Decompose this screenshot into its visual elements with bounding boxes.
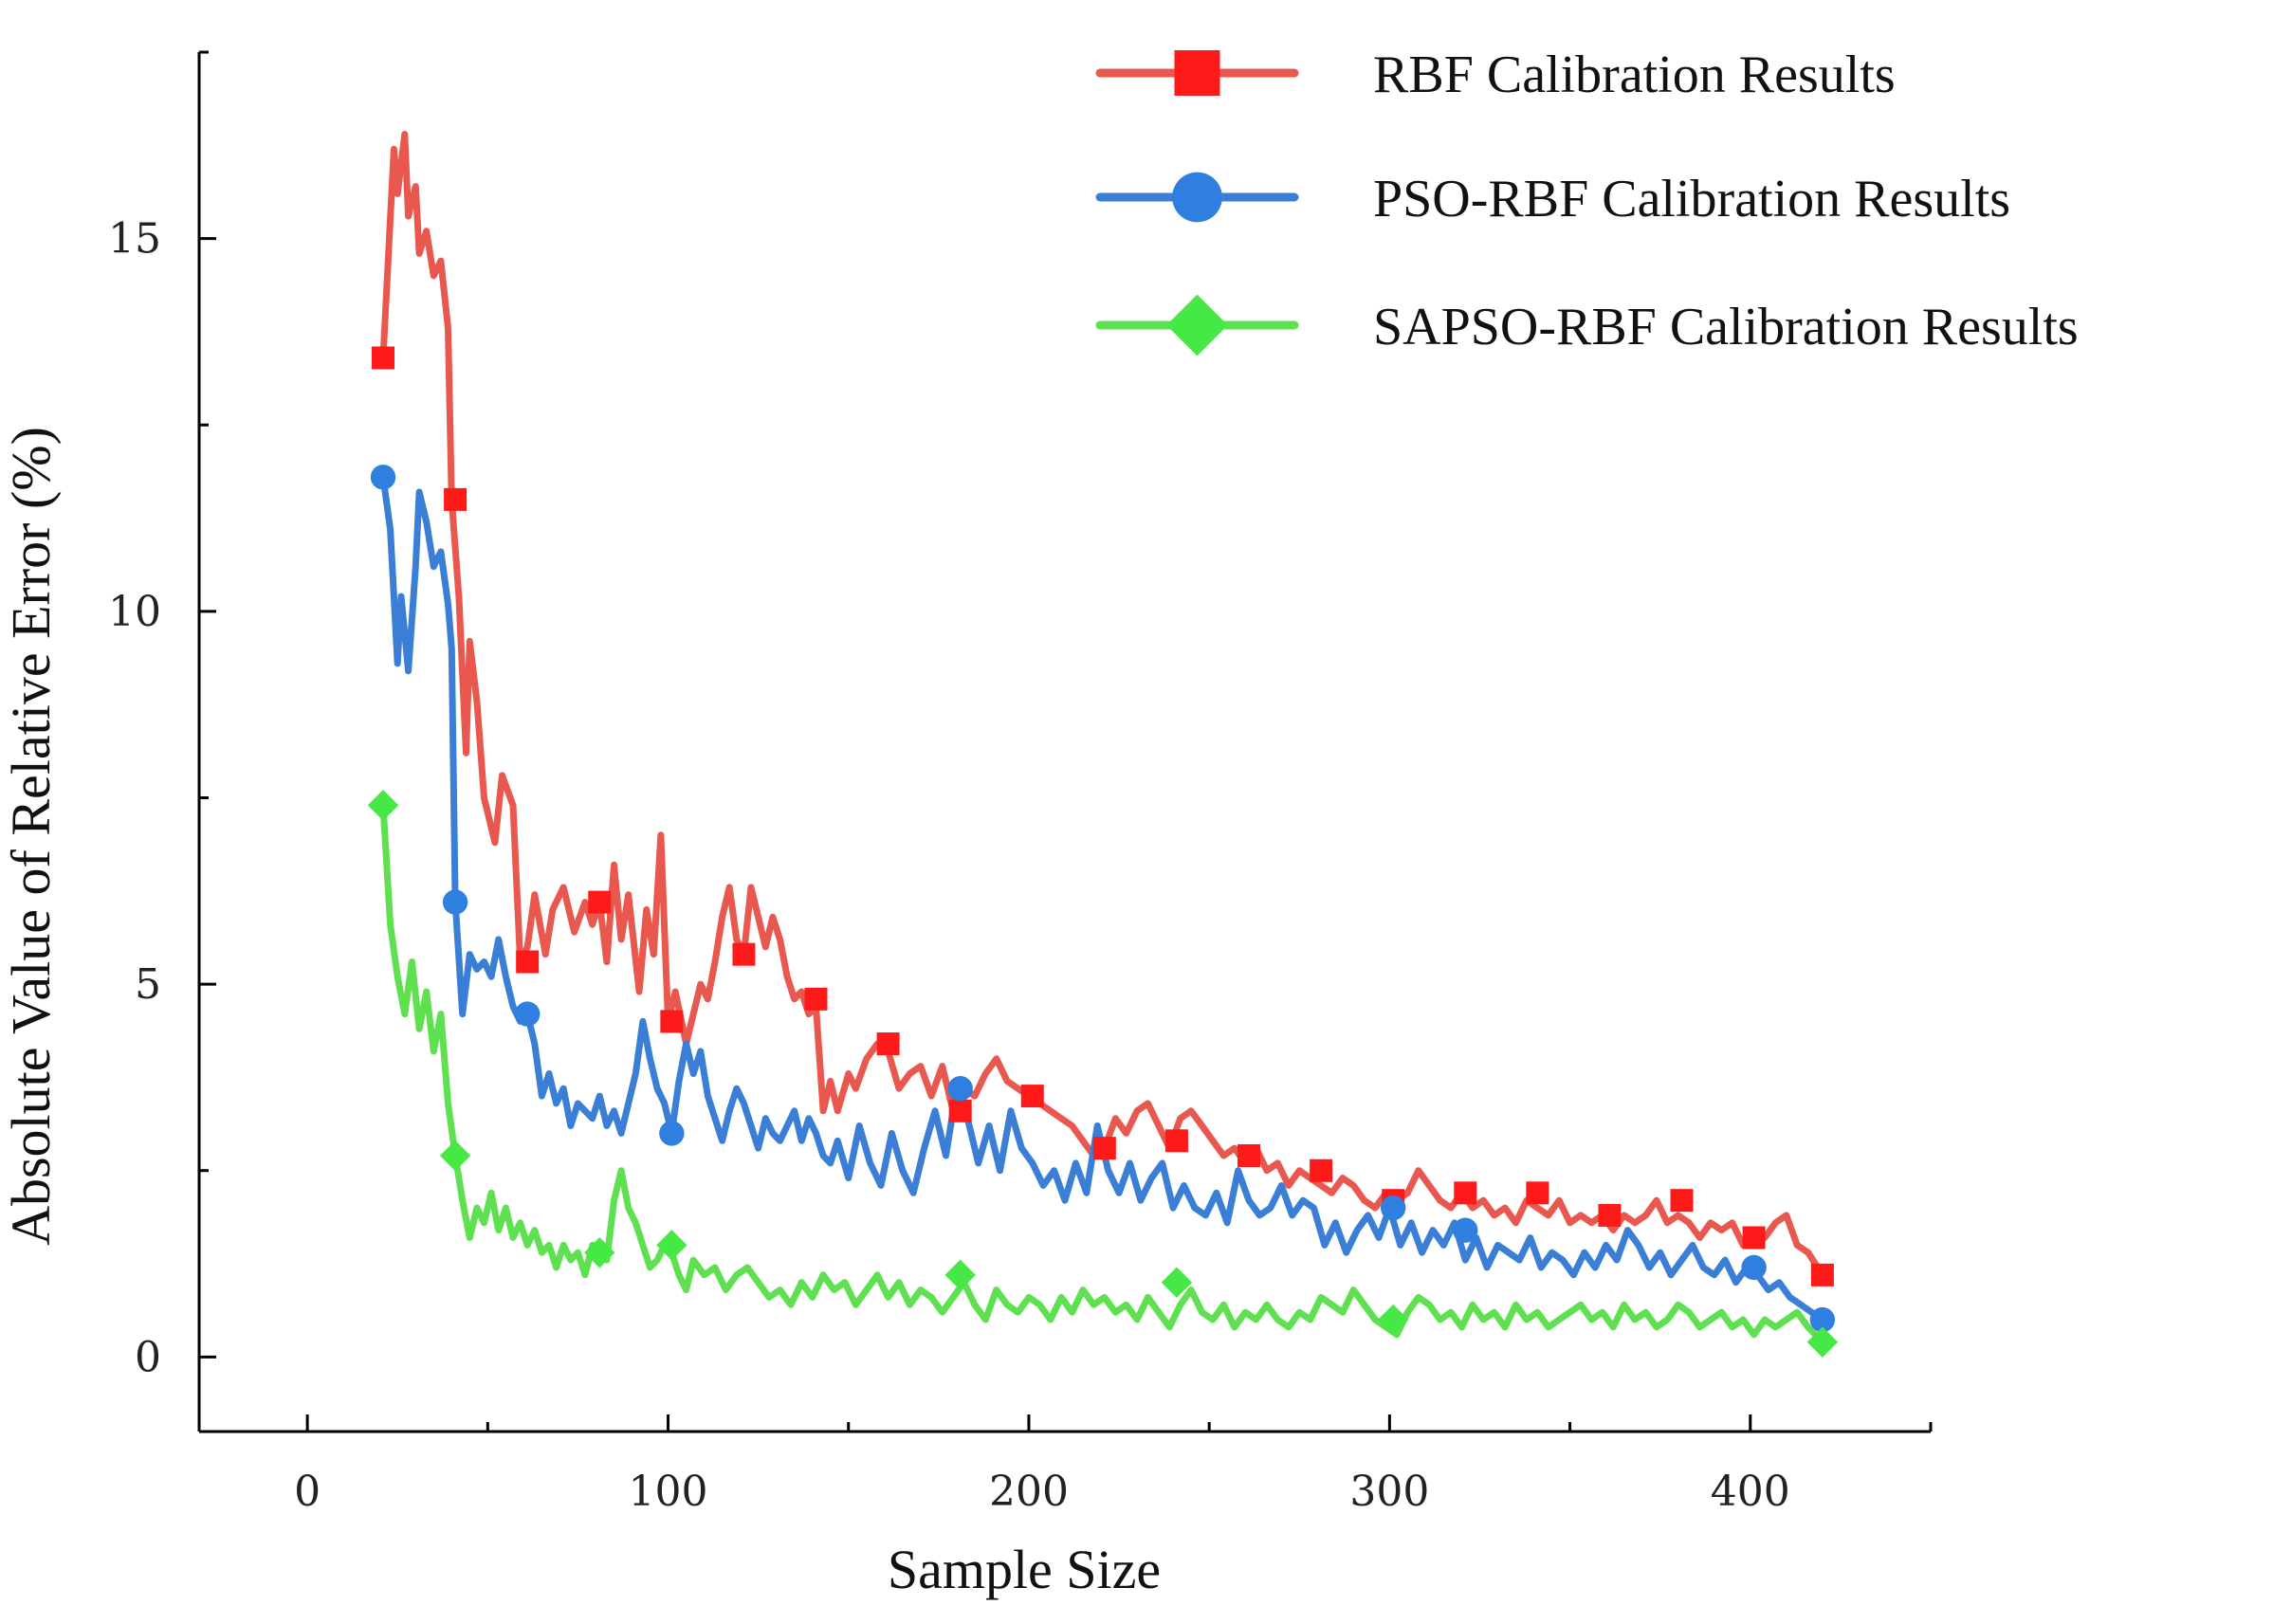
data-point: [659, 1121, 685, 1146]
data-point: [656, 1230, 687, 1261]
data-point: [1310, 1159, 1333, 1182]
data-point: [1526, 1181, 1549, 1205]
legend-marker: [1174, 50, 1220, 96]
data-point: [1741, 1254, 1767, 1281]
data-point: [514, 1001, 541, 1027]
legend-marker: [1172, 172, 1222, 223]
data-point: [516, 950, 540, 974]
series-line-rbf: [379, 131, 1826, 1279]
x-tick-label: 200: [989, 1468, 1069, 1516]
data-point: [944, 1259, 976, 1291]
data-point: [584, 1237, 615, 1268]
data-point: [1742, 1226, 1766, 1250]
legend-item: RBF Calibration Results: [1095, 46, 1896, 104]
data-point: [660, 1010, 684, 1033]
y-tick-label: 10: [108, 588, 161, 636]
x-axis-title: Sample Size: [888, 1539, 1161, 1600]
plot-area: [367, 131, 1839, 1358]
data-point: [1670, 1189, 1694, 1213]
y-tick-label: 5: [135, 960, 161, 1009]
legend-item: SAPSO-RBF Calibration Results: [1095, 294, 2079, 356]
data-point: [948, 1099, 972, 1122]
markers-rbf: [372, 346, 1834, 1286]
x-tick-label: 0: [294, 1468, 321, 1516]
legend-label: PSO-RBF Calibration Results: [1373, 170, 2010, 228]
legend: RBF Calibration Results PSO-RBF Calibrati…: [1095, 46, 2079, 356]
data-point: [1161, 1267, 1193, 1298]
data-point: [588, 890, 612, 914]
legend-marker: [1166, 294, 1228, 356]
data-point: [876, 1032, 900, 1056]
data-point: [1806, 1326, 1839, 1358]
data-point: [367, 790, 399, 821]
x-tick-label: 100: [629, 1468, 708, 1516]
axes: [197, 52, 1931, 1433]
data-point: [1454, 1181, 1477, 1205]
data-point: [947, 1076, 973, 1102]
y-tick-label: 0: [135, 1333, 161, 1381]
data-point: [1377, 1304, 1409, 1336]
data-point: [439, 1140, 471, 1172]
data-point: [732, 942, 756, 966]
data-point: [372, 346, 395, 370]
data-point: [804, 987, 828, 1011]
data-point: [1237, 1144, 1261, 1167]
legend-label: RBF Calibration Results: [1373, 46, 1896, 104]
series-line-pso-rbf: [379, 473, 1826, 1323]
data-point: [1598, 1203, 1622, 1227]
data-point: [442, 889, 468, 915]
x-tick-label: 400: [1711, 1468, 1790, 1516]
legend-label: SAPSO-RBF Calibration Results: [1373, 298, 2079, 356]
data-point: [1453, 1217, 1478, 1243]
data-point: [1164, 1129, 1188, 1153]
y-axis-title: Absolute Value of Relative Error (%): [0, 427, 62, 1246]
ticks: 0 100 200 300 400 0 5 10 15: [108, 50, 1933, 1516]
data-point: [370, 465, 396, 490]
y-tick-label: 15: [108, 215, 161, 264]
series-line-sapso-rbf: [379, 801, 1826, 1346]
data-point: [1810, 1263, 1834, 1286]
legend-item: PSO-RBF Calibration Results: [1095, 170, 2010, 228]
data-point: [1809, 1306, 1836, 1333]
x-tick-label: 300: [1349, 1468, 1429, 1516]
data-point: [444, 487, 467, 511]
markers-sapso-rbf: [367, 790, 1839, 1358]
markers-pso-rbf: [370, 465, 1836, 1333]
data-point: [1020, 1085, 1044, 1108]
data-point: [1380, 1195, 1406, 1221]
data-point: [1092, 1137, 1116, 1160]
